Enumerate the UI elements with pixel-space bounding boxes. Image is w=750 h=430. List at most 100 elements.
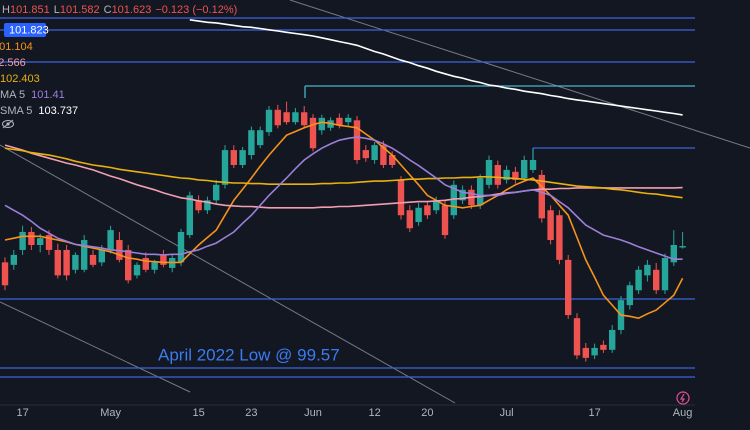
x-tick-label: Aug: [673, 407, 693, 419]
candle-body: [98, 249, 105, 263]
candle-body: [433, 200, 440, 211]
header-label: C: [104, 4, 112, 16]
candle-body: [424, 205, 431, 216]
candle-body: [389, 155, 396, 165]
candle-body: [107, 230, 114, 250]
candle-body: [406, 210, 413, 229]
header-change: −0.123 (−0.12%): [155, 4, 237, 16]
candle-body: [362, 150, 369, 159]
candle-body: [591, 347, 598, 356]
candle-body: [459, 189, 466, 201]
candle-body: [63, 249, 70, 276]
candle-body: [371, 145, 378, 161]
candle-body: [670, 244, 677, 263]
candle-body: [644, 264, 651, 276]
candle-body: [125, 249, 132, 281]
candle-body: [538, 174, 545, 219]
trend-line: [0, 144, 456, 404]
candle-body: [37, 238, 44, 245]
candle-body: [380, 145, 387, 165]
legend-name: SMA 5: [0, 105, 32, 117]
candle-body: [450, 184, 457, 216]
candle-body: [503, 169, 510, 180]
candle-body: [230, 150, 237, 165]
candle-body: [345, 117, 352, 123]
candle-body: [72, 254, 79, 270]
candle-body: [547, 210, 554, 241]
annotation: April 2022 Low @ 99.57: [158, 345, 340, 364]
candle-body: [292, 112, 299, 123]
x-tick-label: 15: [192, 407, 204, 419]
candle-body: [600, 344, 607, 350]
candle-body: [81, 240, 88, 270]
candle-body: [661, 258, 669, 291]
drawings: [0, 0, 750, 404]
ohlc-header: H101.851 L101.582 C101.623 −0.123 (−0.12%): [2, 4, 237, 16]
legend-entry: 101.104: [0, 41, 33, 53]
legend-name: MA 5: [0, 89, 25, 101]
candle-body: [195, 200, 202, 211]
candle-body: [609, 329, 616, 350]
tool-icon[interactable]: [676, 391, 690, 405]
x-tick-label: Jun: [304, 407, 322, 419]
candle-body: [353, 120, 361, 161]
legend: H101.851 L101.582 C101.623 −0.123 (−0.12%) …: [0, 4, 237, 129]
legend-value: 103.737: [38, 105, 78, 117]
candle-body: [415, 207, 422, 223]
candle-body: [336, 117, 343, 126]
candle-body: [582, 347, 589, 358]
candle-body: [213, 184, 220, 201]
candle-body: [142, 258, 149, 270]
x-tick-label: 17: [588, 407, 600, 419]
candle-body: [151, 262, 158, 270]
header-label: H: [2, 4, 10, 16]
candle-body: [28, 231, 35, 245]
x-tick-label: 12: [368, 407, 380, 419]
candle-body: [257, 130, 264, 146]
x-tick-label: 20: [421, 407, 433, 419]
legend-value: 102.403: [0, 73, 40, 85]
candle-body: [89, 254, 97, 265]
candle-body: [626, 285, 633, 306]
legend-entry: 102.566: [0, 57, 26, 69]
candle-body: [529, 160, 537, 170]
x-tick-label: Jul: [500, 407, 514, 419]
candle-body: [521, 160, 528, 179]
candle-body: [221, 150, 229, 185]
candle-body: [248, 130, 255, 156]
eye-icon: [2, 119, 14, 129]
legend-entry: MA 5 101.41: [0, 89, 65, 101]
ma-lines: [4, 19, 684, 320]
legend-entry: SMA 5 103.737: [0, 105, 78, 117]
legend-value: 101.41: [31, 89, 65, 101]
candle-body: [133, 264, 141, 276]
candle-body: [573, 318, 581, 356]
trend-line: [289, 0, 750, 149]
candle-body: [565, 259, 572, 316]
legend-value: 102.566: [0, 57, 26, 69]
candle-body: [512, 171, 519, 180]
candle-body: [635, 269, 642, 291]
candle-body: [477, 178, 484, 206]
candle-body: [485, 160, 493, 185]
candle-body: [177, 231, 185, 263]
candle-body: [301, 112, 308, 126]
x-tick-label: May: [100, 407, 121, 419]
candle-body: [239, 150, 246, 165]
candle-body: [556, 215, 563, 260]
ma-line: [4, 121, 684, 320]
candle-body: [397, 179, 405, 216]
candle-body: [45, 235, 53, 250]
ma-line: [4, 136, 683, 260]
ma-line: [189, 19, 683, 116]
candle-body: [160, 254, 167, 265]
ma-line: [4, 144, 683, 209]
candle-body: [1, 262, 9, 286]
candle-body: [679, 246, 686, 248]
candle-body: [318, 117, 325, 131]
x-tick-label: 17: [16, 407, 28, 419]
legend-value: 101.104: [0, 41, 33, 53]
header-label: L: [54, 4, 60, 16]
candle-body: [653, 269, 660, 291]
header-value: 101.851: [10, 4, 50, 16]
